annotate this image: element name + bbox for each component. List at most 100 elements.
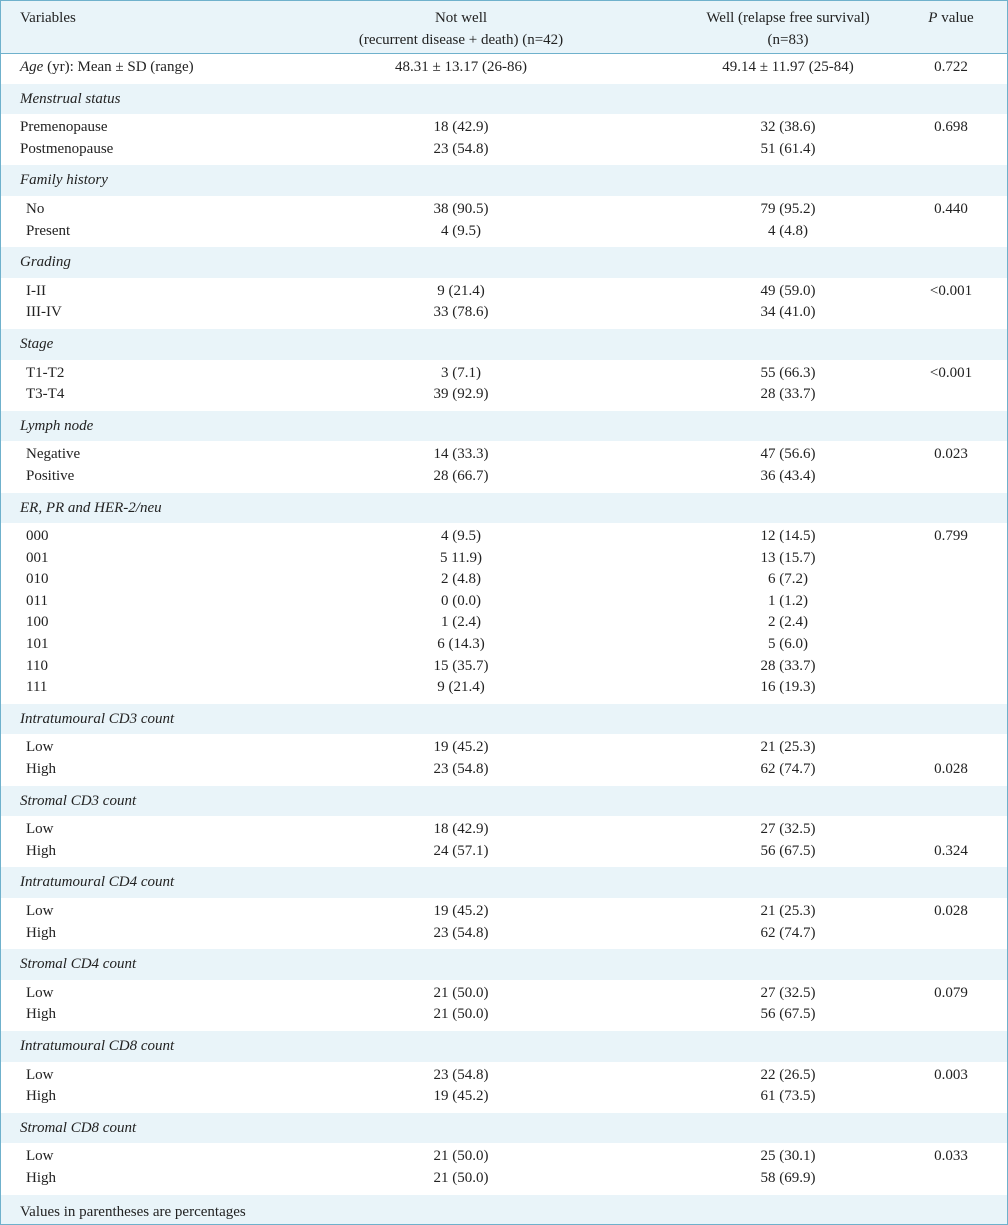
well-value: 58 (69.9) xyxy=(760,1169,816,1186)
well-value-cell: 25 (30.1) 58 (69.9) xyxy=(681,1143,895,1195)
header-well: Well (relapse free survival) (n=83) xyxy=(681,1,895,54)
well-value: 13 (15.7) xyxy=(760,549,816,566)
row-label: T3-T4 xyxy=(26,386,65,403)
well-value: 36 (43.4) xyxy=(760,467,816,484)
p-value-spacer xyxy=(901,1086,1001,1108)
p-value: 0.023 xyxy=(934,446,968,463)
age-label: Age (yr): Mean ± SD (range) xyxy=(1,53,241,84)
well-value: 34 (41.0) xyxy=(760,304,816,321)
p-value-spacer xyxy=(901,677,1001,699)
category-title: ER, PR and HER-2/neu xyxy=(1,492,1007,524)
not-well-value: 21 (50.0) xyxy=(433,984,489,1001)
category-title: Stromal CD8 count xyxy=(1,1112,1007,1144)
not-well-value: 23 (54.8) xyxy=(433,140,489,157)
well-value: 1 (1.2) xyxy=(768,592,808,609)
p-value-spacer xyxy=(901,737,1001,759)
p-value-cell: 0.028 xyxy=(895,734,1007,786)
row-label: Low xyxy=(26,739,54,756)
age-label-rest: (yr): Mean ± SD (range) xyxy=(43,59,194,75)
p-value-spacer xyxy=(901,923,1001,945)
category-row: Menstrual status xyxy=(1,83,1007,115)
p-value: <0.001 xyxy=(929,364,973,381)
p-value-spacer xyxy=(901,1168,1001,1190)
table-header: Variables Not well (recurrent disease + … xyxy=(1,1,1007,54)
category-row: Stromal CD4 count xyxy=(1,949,1007,980)
well-value: 28 (33.7) xyxy=(760,657,816,674)
p-value-spacer xyxy=(901,569,1001,591)
row-label: High xyxy=(26,1088,56,1105)
well-value: 62 (74.7) xyxy=(760,924,816,941)
p-value-cell: 0.023 xyxy=(895,441,1007,493)
well-value-cell: 12 (14.5) 13 (15.7) 6 (7.2) 1 (1.2) 2 (2.4) 5… xyxy=(681,523,895,704)
row-label-cell: T1-T2 T3-T4 xyxy=(1,359,241,411)
not-well-value-cell: 9 (21.4) 33 (78.6) xyxy=(241,277,681,329)
age-well: 49.14 ± 11.97 (25-84) xyxy=(681,53,895,84)
well-value: 32 (38.6) xyxy=(760,119,816,136)
group-data-row: Low High 21 (50.0) 21 (50.0) 25 (30.1) 58 (69… xyxy=(1,1143,1007,1195)
not-well-value: 39 (92.9) xyxy=(433,386,489,403)
row-label: Low xyxy=(26,1148,54,1165)
row-label: 101 xyxy=(26,636,49,653)
well-value: 21 (25.3) xyxy=(760,739,816,756)
row-label: 001 xyxy=(26,549,49,566)
well-value: 55 (66.3) xyxy=(760,364,816,381)
row-label: 110 xyxy=(26,657,48,674)
well-value: 79 (95.2) xyxy=(760,200,816,217)
footnote: Values in parentheses are percentages xyxy=(20,1203,246,1220)
p-value-cell: 0.079 xyxy=(895,979,1007,1031)
not-well-value: 5 11.9) xyxy=(440,549,482,566)
category-title: Stage xyxy=(1,328,1007,360)
category-row: Lymph node xyxy=(1,410,1007,442)
row-label: High xyxy=(26,924,56,941)
not-well-value: 38 (90.5) xyxy=(433,200,489,217)
p-value: 0.028 xyxy=(934,903,968,919)
not-well-value: 15 (35.7) xyxy=(433,657,489,674)
not-well-value-cell: 18 (42.9) 23 (54.8) xyxy=(241,114,681,166)
row-label: 010 xyxy=(26,571,49,588)
row-label-cell: Negative Positive xyxy=(1,441,241,493)
well-value-cell: 49 (59.0) 34 (41.0) xyxy=(681,277,895,329)
row-label-cell: Low High xyxy=(1,898,241,950)
group-data-row: Negative Positive 14 (33.3) 28 (66.7) 47 (56… xyxy=(1,441,1007,493)
well-value: 28 (33.7) xyxy=(760,386,816,403)
p-value: 0.799 xyxy=(934,528,968,545)
row-label: High xyxy=(26,761,56,778)
p-value-spacer xyxy=(901,1004,1001,1026)
not-well-value: 1 (2.4) xyxy=(441,614,481,631)
group-data-row: Low High 19 (45.2) 23 (54.8) 21 (25.3) 62 (74… xyxy=(1,898,1007,950)
category-title: Family history xyxy=(1,165,1007,196)
row-label-cell: Low High xyxy=(1,816,241,868)
age-p-value: 0.722 xyxy=(895,53,1007,84)
row-label: Negative xyxy=(26,446,81,463)
p-value-cell: 0.028 xyxy=(895,898,1007,950)
not-well-value: 24 (57.1) xyxy=(433,842,489,859)
age-row: Age (yr): Mean ± SD (range) 48.31 ± 13.1… xyxy=(1,53,1007,84)
well-value-cell: 79 (95.2) 4 (4.8) xyxy=(681,195,895,248)
header-variables: Variables xyxy=(1,1,241,54)
p-value-spacer xyxy=(901,591,1001,613)
group-data-row: Premenopause Postmenopause 18 (42.9) 23 (54… xyxy=(1,114,1007,166)
row-label-cell: Low High xyxy=(1,1143,241,1195)
well-value: 12 (14.5) xyxy=(760,528,816,545)
category-row: Intratumoural CD4 count xyxy=(1,867,1007,898)
well-value: 56 (67.5) xyxy=(760,842,816,859)
well-value: 16 (19.3) xyxy=(760,679,816,696)
row-label: I-II xyxy=(26,282,46,299)
age-not-well: 48.31 ± 13.17 (26-86) xyxy=(241,53,681,84)
well-value: 47 (56.6) xyxy=(760,446,816,463)
well-value: 2 (2.4) xyxy=(768,614,808,631)
category-row: Family history xyxy=(1,165,1007,196)
p-value-spacer xyxy=(901,221,1001,243)
p-value-spacer xyxy=(901,384,1001,406)
group-data-row: I-II III-IV 9 (21.4) 33 (78.6) 49 (59.0) 34 (… xyxy=(1,277,1007,329)
not-well-value-cell: 23 (54.8) 19 (45.2) xyxy=(241,1061,681,1113)
not-well-value: 21 (50.0) xyxy=(433,1006,489,1023)
table-body: Age (yr): Mean ± SD (range) 48.31 ± 13.1… xyxy=(1,53,1007,1195)
well-value: 5 (6.0) xyxy=(768,636,808,653)
p-value: 0.003 xyxy=(934,1066,968,1083)
well-value: 27 (32.5) xyxy=(760,984,816,1001)
well-value: 49 (59.0) xyxy=(760,282,816,299)
well-value: 27 (32.5) xyxy=(760,821,816,838)
row-label: T1-T2 xyxy=(26,364,65,381)
well-value: 25 (30.1) xyxy=(760,1148,816,1165)
